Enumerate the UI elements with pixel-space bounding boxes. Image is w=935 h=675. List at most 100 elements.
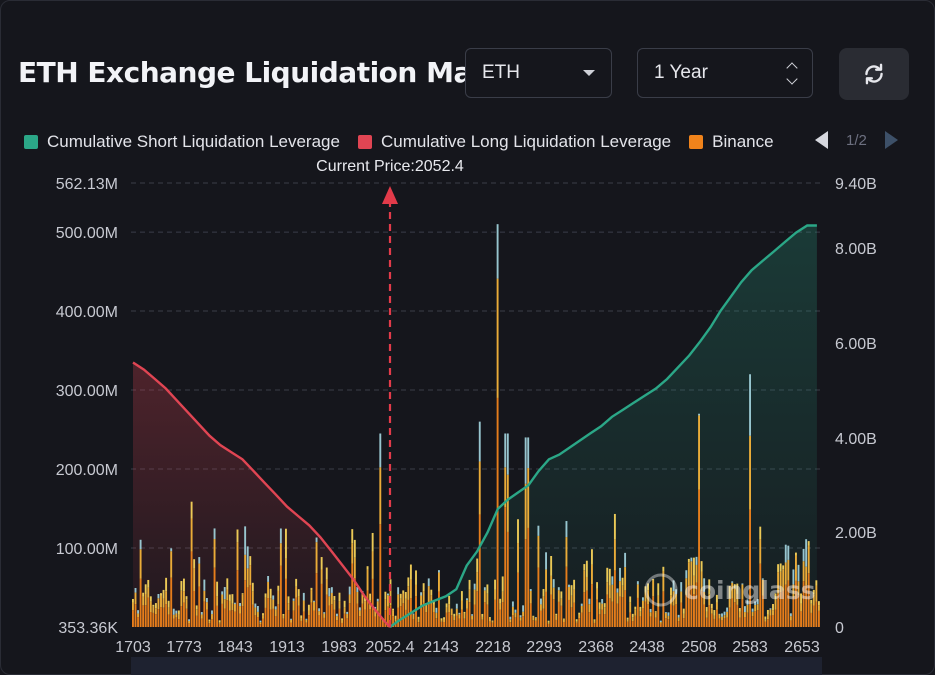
- liquidation-bar: [629, 602, 632, 613]
- liquidation-bar: [603, 607, 606, 615]
- liquidation-bar: [292, 610, 295, 627]
- liquidation-bar: [157, 609, 160, 627]
- liquidation-bar: [815, 580, 818, 586]
- liquidation-bar: [754, 605, 757, 612]
- legend-prev-icon[interactable]: [815, 131, 828, 149]
- liquidation-bar: [338, 601, 341, 609]
- liquidation-bar: [254, 603, 257, 608]
- liquidation-bar: [585, 576, 588, 591]
- liquidation-bar: [795, 580, 797, 627]
- liquidation-bar: [341, 622, 343, 627]
- liquidation-bar: [351, 563, 354, 627]
- liquidation-bar: [624, 552, 627, 568]
- liquidation-bar: [338, 608, 341, 627]
- y-right-tick-label: 6.00B: [835, 336, 877, 353]
- liquidation-bar: [667, 619, 670, 627]
- liquidation-bar: [387, 593, 389, 596]
- liquidation-bar: [647, 583, 649, 591]
- liquidation-bar: [715, 609, 718, 627]
- liquidation-bar: [313, 610, 315, 627]
- legend-item-long[interactable]: Cumulative Long Liquidation Leverage: [357, 132, 671, 152]
- liquidation-bar: [325, 579, 328, 595]
- liquidation-bar: [744, 612, 746, 618]
- liquidation-bar: [772, 610, 774, 616]
- liquidation-bar: [228, 600, 231, 611]
- liquidation-bar: [812, 589, 815, 595]
- liquidation-bar: [170, 577, 173, 627]
- liquidation-bar: [634, 609, 637, 616]
- liquidation-bar: [792, 584, 795, 598]
- liquidation-bar: [404, 591, 407, 599]
- liquidation-bar: [246, 587, 249, 627]
- liquidation-bar: [519, 620, 522, 627]
- liquidation-bar: [728, 586, 731, 599]
- liquidation-bar: [570, 595, 573, 608]
- liquidation-bar: [282, 618, 285, 627]
- liquidation-bar: [741, 599, 744, 627]
- x-tick-label: 1983: [321, 639, 357, 656]
- liquidation-bar: [315, 537, 318, 543]
- liquidation-bar: [744, 606, 746, 613]
- liquidation-bar: [328, 605, 331, 627]
- liquidation-bar: [417, 619, 420, 623]
- liquidation-bar: [193, 590, 196, 627]
- refresh-button[interactable]: [839, 48, 909, 100]
- liquidation-bar: [636, 581, 639, 585]
- liquidation-bar: [749, 374, 751, 436]
- liquidation-bar: [766, 619, 769, 627]
- liquidation-bar: [272, 608, 275, 627]
- liquidation-bar: [588, 612, 591, 627]
- liquidation-bar: [511, 615, 514, 627]
- liquidation-bar: [499, 609, 502, 627]
- liquidation-bar: [259, 620, 262, 623]
- liquidation-bar: [797, 564, 800, 582]
- liquidation-bar: [726, 617, 729, 627]
- liquidation-bar: [491, 622, 494, 627]
- liquidation-bar: [412, 613, 415, 615]
- liquidation-bar: [810, 599, 813, 604]
- liquidation-bar: [766, 609, 769, 615]
- legend-item-binance[interactable]: Binance: [689, 132, 774, 152]
- time-range-select[interactable]: 1 Year: [637, 48, 813, 98]
- coin-select[interactable]: ETH: [465, 48, 612, 98]
- liquidation-bar: [216, 605, 219, 627]
- liquidation-bar: [307, 610, 310, 616]
- liquidation-bar: [460, 591, 463, 601]
- liquidation-bar: [144, 584, 147, 594]
- liquidation-bar: [522, 605, 525, 612]
- liquidation-bar: [573, 589, 576, 603]
- y-left-tick-label: 100.00M: [56, 541, 118, 558]
- liquidation-bar: [458, 612, 461, 615]
- liquidation-bar: [644, 601, 647, 627]
- liquidation-bar: [348, 586, 351, 595]
- liquidation-bar: [412, 614, 415, 619]
- liquidation-bar: [185, 608, 188, 627]
- liquidation-bar: [226, 600, 229, 627]
- liquidation-bar: [290, 619, 292, 623]
- liquidation-bar: [443, 619, 445, 622]
- liquidation-bar: [583, 592, 586, 627]
- liquidation-bar: [203, 590, 206, 602]
- liquidation-bar: [657, 595, 660, 607]
- liquidation-bar: [369, 609, 372, 627]
- liquidation-bar: [802, 548, 805, 562]
- liquidation-bar: [318, 608, 321, 612]
- liquidation-bar: [394, 615, 397, 619]
- legend-next-icon[interactable]: [884, 131, 898, 149]
- legend-item-short[interactable]: Cumulative Short Liquidation Leverage: [24, 132, 340, 152]
- liquidation-bar: [142, 592, 145, 597]
- liquidation-bar: [629, 596, 632, 603]
- liquidation-bar: [134, 604, 137, 627]
- liquidation-bar: [471, 615, 474, 620]
- liquidation-bar: [478, 461, 481, 515]
- liquidation-bar: [481, 613, 484, 617]
- liquidation-bar: [606, 594, 609, 627]
- liquidation-bar: [557, 601, 560, 627]
- liquidation-bar: [402, 593, 405, 604]
- x-tick-label: 2218: [475, 639, 511, 656]
- liquidation-bar: [200, 614, 203, 619]
- liquidation-bar: [328, 596, 331, 606]
- liquidation-bar: [690, 585, 693, 627]
- liquidation-bar: [180, 581, 183, 591]
- y-axis-right: 9.40B 8.00B 6.00B 4.00B 2.00B 0: [835, 176, 877, 637]
